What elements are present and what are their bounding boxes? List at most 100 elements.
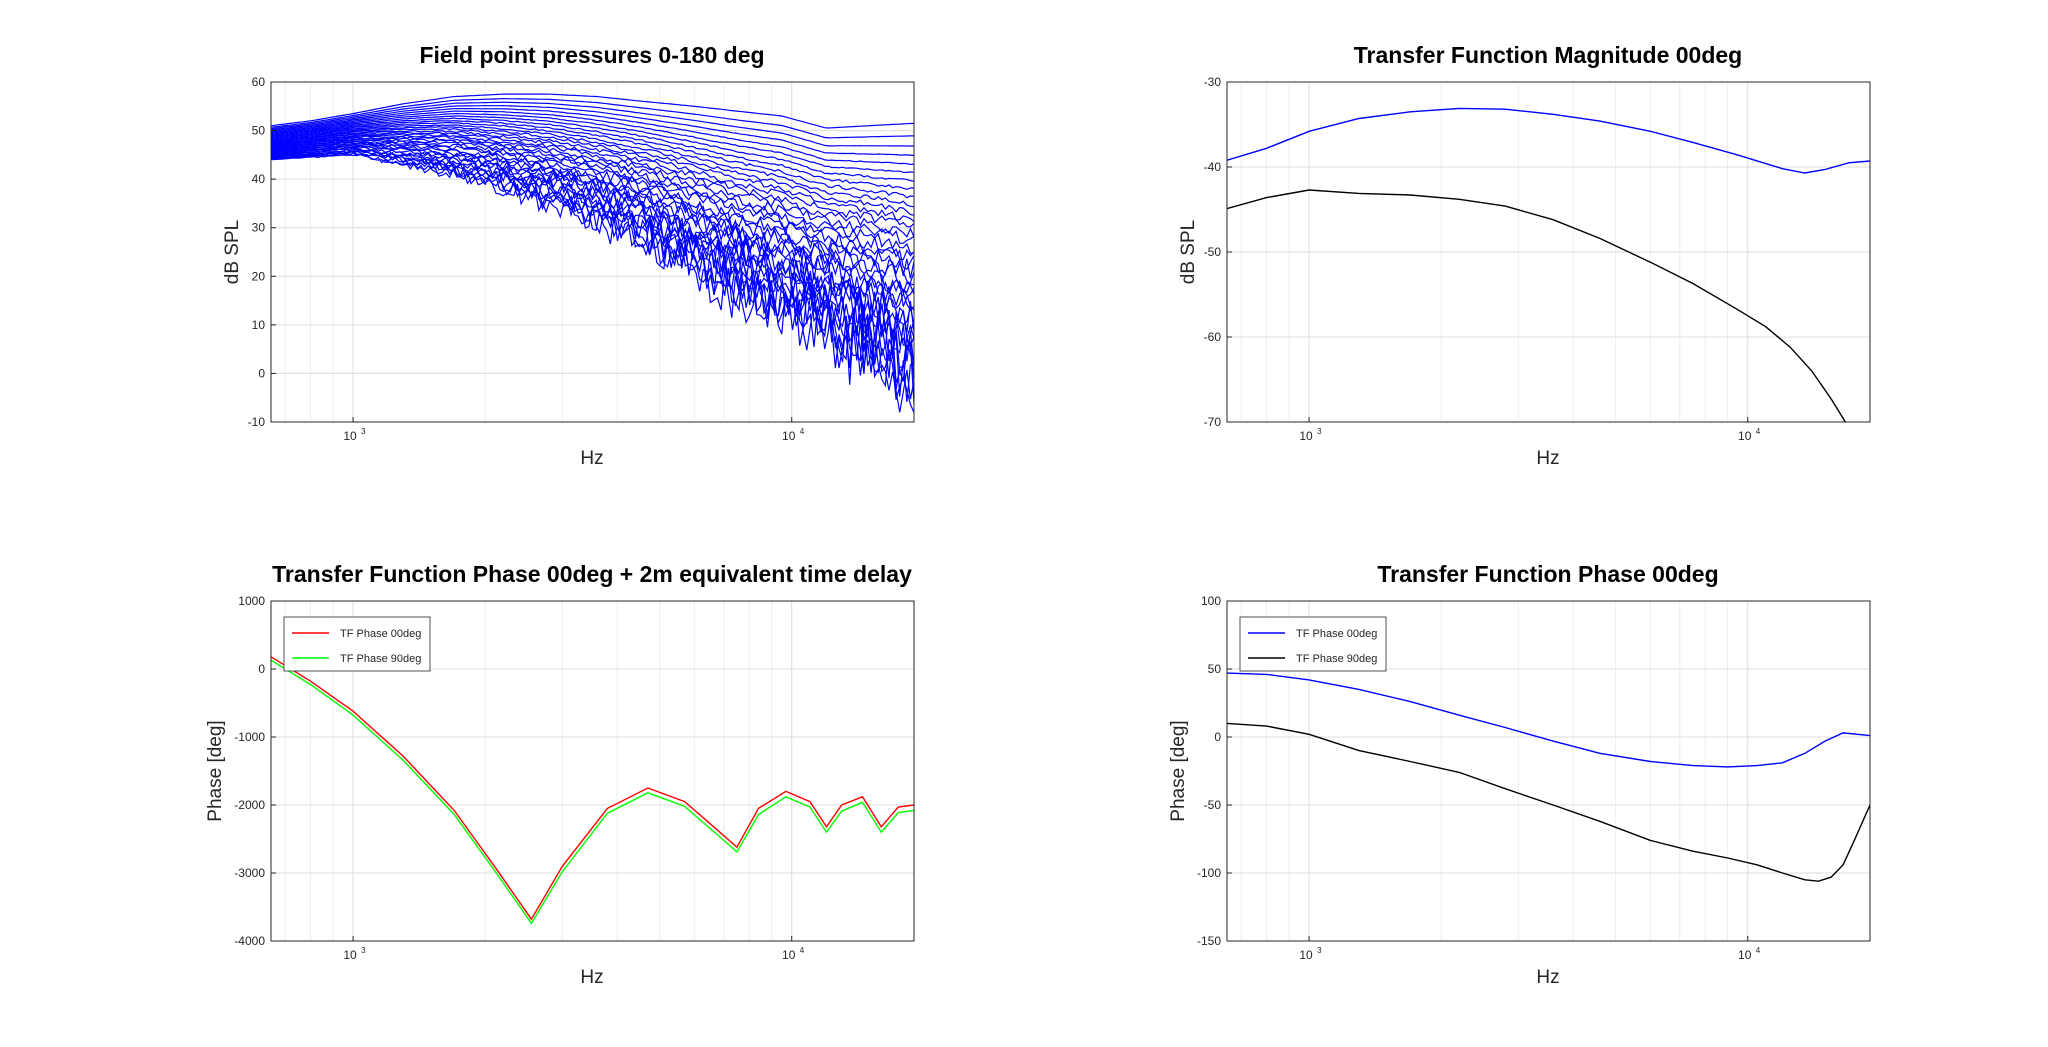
y-tick-label: -60 xyxy=(1204,330,1222,344)
x-tick-exponent: 4 xyxy=(800,427,805,436)
x-axis-label: Hz xyxy=(1536,448,1559,469)
series-line xyxy=(271,133,914,261)
y-tick-label: 20 xyxy=(252,269,266,283)
legend-label: TF Phase 00deg xyxy=(340,628,421,640)
series-line xyxy=(271,104,914,157)
series-line xyxy=(271,120,914,208)
y-tick-label: 40 xyxy=(252,172,266,186)
axes-frame xyxy=(1226,600,1871,942)
series-line xyxy=(1227,672,1870,768)
axes-frame xyxy=(270,81,915,423)
x-tick-label: 10 xyxy=(1738,948,1752,962)
series-line xyxy=(271,146,914,356)
x-tick-label: 10 xyxy=(782,948,796,962)
chart-title: Field point pressures 0-180 deg xyxy=(419,42,764,68)
series-line xyxy=(271,115,914,190)
plot-area xyxy=(1227,672,1870,882)
x-tick-label: 10 xyxy=(1299,429,1313,443)
y-tick-label: 30 xyxy=(252,221,266,235)
legend-label: TF Phase 90deg xyxy=(340,653,421,665)
chart-transfer-function-magnitude: Transfer Function Magnitude 00deg -70 -60… xyxy=(1178,42,1871,469)
chart-title: Transfer Function Magnitude 00deg xyxy=(1354,42,1742,68)
series-line xyxy=(271,153,914,413)
y-tick-label: 50 xyxy=(252,124,266,138)
plot-area xyxy=(1227,107,1870,422)
y-axis-label: Phase [deg] xyxy=(1168,720,1189,821)
y-tick-label: -3000 xyxy=(234,866,265,880)
y-tick-label: 0 xyxy=(258,366,265,380)
y-tick-label: 0 xyxy=(1214,730,1221,744)
legend-label: TF Phase 00deg xyxy=(1296,628,1377,640)
y-tick-label: 10 xyxy=(252,318,266,332)
series-line xyxy=(271,124,914,222)
series-line xyxy=(271,135,914,279)
chart-transfer-function-phase-delay: Transfer Function Phase 00deg + 2m equiv… xyxy=(205,561,915,988)
series-line xyxy=(271,131,914,254)
series-line xyxy=(271,659,914,925)
y-tick-label: -4000 xyxy=(234,934,265,948)
series-line xyxy=(271,656,914,921)
series-line xyxy=(271,143,914,327)
y-tick-label: -30 xyxy=(1204,75,1222,89)
legend-label: TF Phase 90deg xyxy=(1296,653,1377,665)
series-line xyxy=(271,126,914,228)
series-line xyxy=(271,101,914,147)
y-tick-label: -100 xyxy=(1197,866,1221,880)
y-tick-label: -40 xyxy=(1204,160,1222,174)
grid xyxy=(1227,81,1870,423)
chart-title: Transfer Function Phase 00deg + 2m equiv… xyxy=(272,561,912,587)
y-tick-label: 1000 xyxy=(238,594,265,608)
x-tick-exponent: 3 xyxy=(361,946,366,955)
x-axis-label: Hz xyxy=(580,448,603,469)
plot-area xyxy=(271,656,914,925)
legend: TF Phase 00deg TF Phase 90deg xyxy=(1239,616,1387,672)
x-tick-label: 10 xyxy=(1738,429,1752,443)
series-line xyxy=(271,152,914,403)
series-line xyxy=(271,93,914,129)
x-tick-exponent: 3 xyxy=(1317,427,1322,436)
series-line xyxy=(271,121,914,216)
series-line xyxy=(271,117,914,199)
x-tick-exponent: 4 xyxy=(1756,427,1761,436)
y-axis-label: dB SPL xyxy=(1178,220,1199,284)
x-tick-exponent: 3 xyxy=(1317,946,1322,955)
y-tick-label: -50 xyxy=(1204,245,1222,259)
series-line xyxy=(271,129,914,244)
series-line xyxy=(1227,189,1846,422)
legend-box xyxy=(283,616,431,672)
x-tick-label: 10 xyxy=(782,429,796,443)
x-tick-label: 10 xyxy=(343,948,357,962)
y-tick-label: -50 xyxy=(1204,798,1222,812)
x-axis-label: Hz xyxy=(1536,967,1559,988)
series-line xyxy=(1227,107,1870,174)
x-tick-label: 10 xyxy=(1299,948,1313,962)
x-axis-label: Hz xyxy=(580,967,603,988)
legend: TF Phase 00deg TF Phase 90deg xyxy=(283,616,431,672)
series-line xyxy=(271,142,914,333)
series-line xyxy=(271,139,914,295)
y-tick-label: 0 xyxy=(258,662,265,676)
y-tick-label: -70 xyxy=(1204,415,1222,429)
y-tick-label: 50 xyxy=(1208,662,1222,676)
x-tick-exponent: 4 xyxy=(1756,946,1761,955)
series-line xyxy=(271,149,914,382)
y-axis-label: Phase [deg] xyxy=(205,720,226,821)
y-tick-label: -2000 xyxy=(234,798,265,812)
x-tick-label: 10 xyxy=(343,429,357,443)
y-tick-label: -150 xyxy=(1197,934,1221,948)
chart-title: Transfer Function Phase 00deg xyxy=(1377,561,1718,587)
chart-transfer-function-phase: Transfer Function Phase 00deg -150 -100 -5… xyxy=(1168,561,1871,988)
series-line xyxy=(1227,722,1870,882)
series-line xyxy=(271,97,914,139)
series-line xyxy=(271,108,914,166)
series-line xyxy=(271,112,914,182)
plot-area xyxy=(271,93,914,413)
x-tick-exponent: 3 xyxy=(361,427,366,436)
y-tick-label: 100 xyxy=(1201,594,1221,608)
series-line xyxy=(271,110,914,173)
y-tick-label: 60 xyxy=(252,75,266,89)
y-axis-label: dB SPL xyxy=(222,220,243,284)
x-tick-exponent: 4 xyxy=(800,946,805,955)
legend-box xyxy=(1239,616,1387,672)
